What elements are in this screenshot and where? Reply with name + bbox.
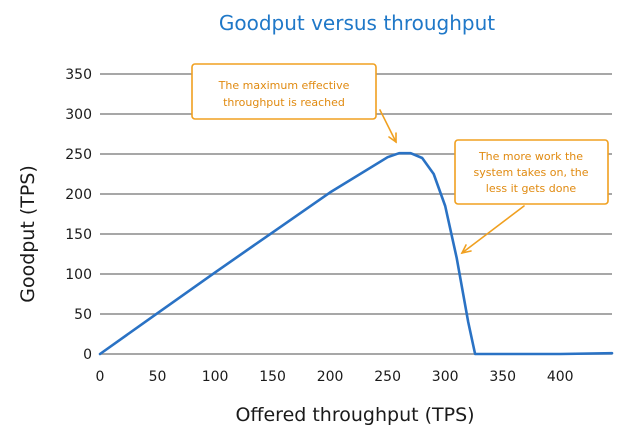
x-tick-label: 200 xyxy=(317,369,344,385)
x-tick-label: 0 xyxy=(96,369,105,385)
x-tick-label: 150 xyxy=(259,369,286,385)
x-axis-label: Offered throughput (TPS) xyxy=(235,404,474,426)
y-tick-labels: 0 50 100 150 200 250 300 350 xyxy=(65,67,92,363)
y-tick-label: 0 xyxy=(83,347,92,363)
annotation-line: throughput is reached xyxy=(223,96,345,109)
annotation-box xyxy=(191,63,377,120)
x-tick-label: 300 xyxy=(432,369,459,385)
y-tick-label: 200 xyxy=(65,187,92,203)
annotation-more-work: The more work the system takes on, the l… xyxy=(454,139,609,255)
y-tick-label: 100 xyxy=(65,267,92,283)
x-tick-label: 350 xyxy=(489,369,516,385)
y-tick-label: 300 xyxy=(65,107,92,123)
grid-lines xyxy=(100,73,612,355)
annotation-box xyxy=(454,139,609,205)
chart-title: Goodput versus throughput xyxy=(219,11,495,35)
x-tick-label: 250 xyxy=(374,369,401,385)
y-axis-label: Goodput (TPS) xyxy=(17,165,39,303)
annotation-max-throughput: The maximum effective throughput is reac… xyxy=(191,63,397,144)
annotation-arrowhead xyxy=(388,132,397,144)
annotation-arrow xyxy=(461,205,525,254)
annotation-line: less it gets done xyxy=(486,182,577,195)
x-tick-label: 400 xyxy=(547,369,574,385)
goodput-series-line xyxy=(98,151,614,356)
annotation-line: system takes on, the xyxy=(473,166,588,179)
annotation-arrowhead xyxy=(460,244,472,255)
annotation-arrow xyxy=(379,109,397,143)
x-tick-label: 50 xyxy=(149,369,167,385)
x-tick-label: 100 xyxy=(202,369,229,385)
annotation-line: The more work the xyxy=(478,150,583,163)
y-tick-label: 50 xyxy=(74,307,92,323)
annotation-line: The maximum effective xyxy=(218,79,350,92)
y-tick-label: 250 xyxy=(65,147,92,163)
x-tick-labels: 0 50 100 150 200 250 300 350 400 xyxy=(96,369,574,385)
y-tick-label: 150 xyxy=(65,227,92,243)
y-tick-label: 350 xyxy=(65,67,92,83)
